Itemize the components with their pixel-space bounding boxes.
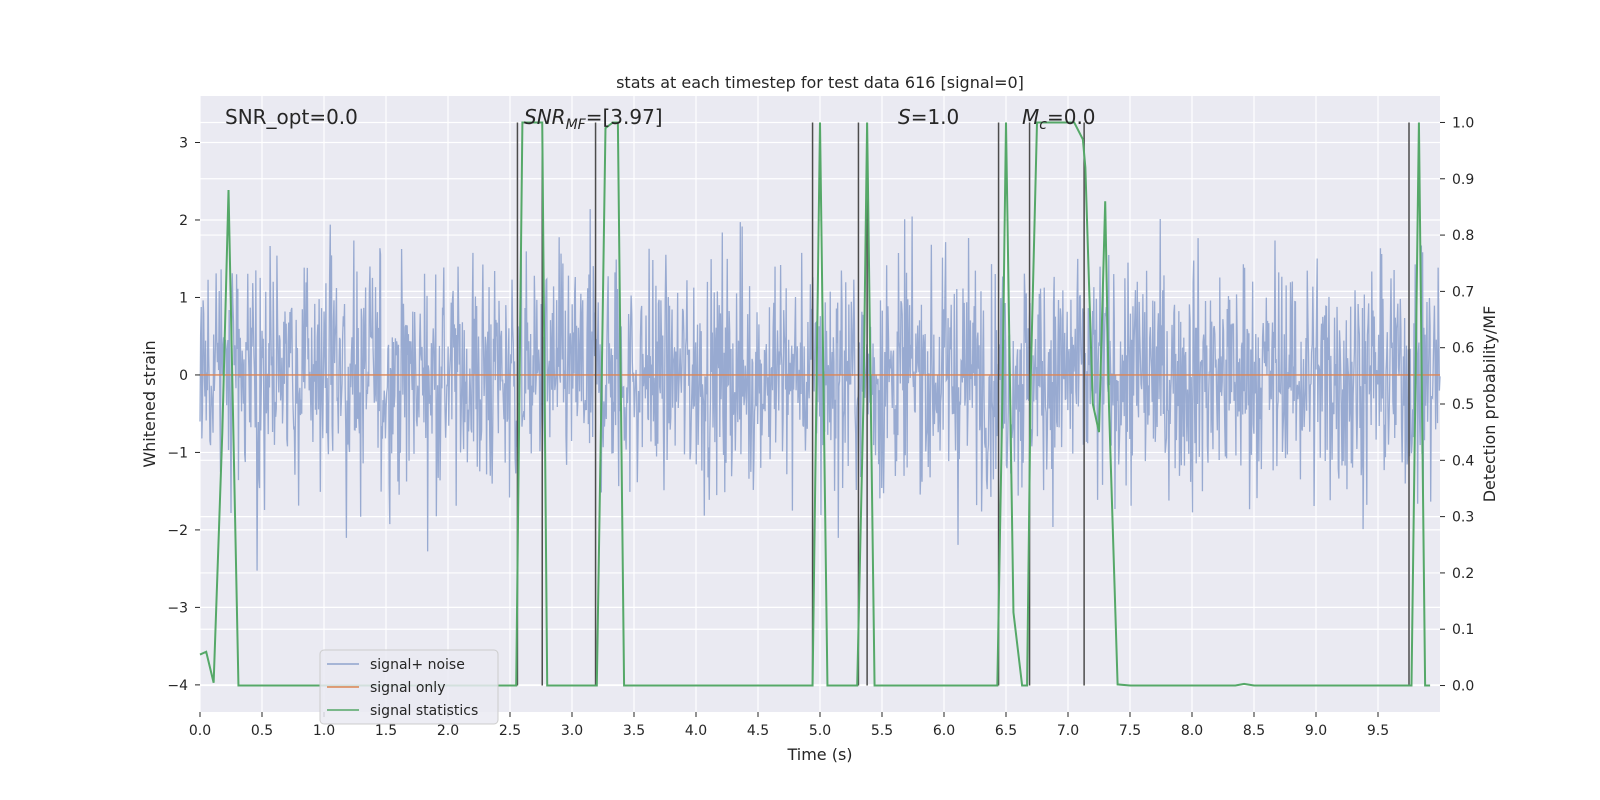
y-right-tick-label-7: 0.7	[1452, 284, 1474, 300]
x-tick-label-15: 7.5	[1119, 723, 1141, 739]
y-left-tick-label-2: −2	[167, 523, 188, 539]
mc-var: M	[1022, 105, 1039, 129]
y-right-tick-label-6: 0.6	[1452, 341, 1474, 357]
y-axis-left-label: Whitened strain	[140, 340, 159, 467]
x-tick-label-7: 3.5	[623, 723, 645, 739]
annotation-mc: Mc=0.0	[1022, 105, 1096, 133]
x-tick-label-4: 2.0	[437, 723, 459, 739]
legend-label-signal-plus-noise: signal+ noise	[370, 657, 465, 673]
y-left-tick-label-0: −4	[167, 678, 188, 694]
x-tick-label-2: 1.0	[313, 723, 335, 739]
mc-value: =0.0	[1047, 105, 1096, 129]
y-right-tick-label-5: 0.5	[1452, 397, 1474, 413]
x-tick-label-14: 7.0	[1057, 723, 1079, 739]
x-tick-label-1: 0.5	[251, 723, 273, 739]
y-axis-left-ticks: −4 −3 −2 −1 0 1 2 3	[167, 135, 200, 694]
y-right-tick-label-8: 0.8	[1452, 228, 1474, 244]
y-right-tick-label-4: 0.4	[1452, 453, 1474, 469]
x-tick-label-10: 5.0	[809, 723, 831, 739]
y-right-tick-label-1: 0.1	[1452, 622, 1474, 638]
x-tick-label-17: 8.5	[1243, 723, 1265, 739]
x-tick-label-16: 8.0	[1181, 723, 1203, 739]
mc-subscript: c	[1039, 117, 1047, 133]
y-right-tick-label-10: 1.0	[1452, 115, 1474, 131]
legend-label-signal-statistics: signal statistics	[370, 703, 478, 719]
x-tick-label-12: 6.0	[933, 723, 955, 739]
y-left-tick-label-3: −1	[167, 445, 188, 461]
series-signal-plus-noise	[199, 209, 1441, 571]
y-right-tick-label-2: 0.2	[1452, 566, 1474, 582]
y-axis-right-ticks: 0.0 0.1 0.2 0.3 0.4 0.5 0.6 0.7 0.8 0.9 1.0	[1440, 115, 1474, 695]
annotation-s: S=1.0	[898, 105, 959, 129]
x-tick-label-8: 4.0	[685, 723, 707, 739]
x-tick-label-5: 2.5	[499, 723, 521, 739]
snr-mf-base: SNR	[524, 105, 566, 129]
x-tick-label-13: 6.5	[995, 723, 1017, 739]
x-tick-label-9: 4.5	[747, 723, 769, 739]
chart-title: stats at each timestep for test data 616…	[616, 73, 1024, 92]
x-tick-label-19: 9.5	[1367, 723, 1389, 739]
noise-line	[199, 209, 1441, 571]
s-var: S	[898, 105, 911, 129]
x-tick-label-18: 9.0	[1305, 723, 1327, 739]
y-left-tick-label-1: −3	[167, 600, 188, 616]
snr-mf-value: =[3.97]	[586, 105, 663, 129]
annotation-snr-opt: SNR_opt=0.0	[225, 105, 358, 129]
legend: signal+ noise signal only signal statist…	[319, 649, 499, 725]
y-left-tick-label-4: 0	[179, 368, 188, 384]
y-right-tick-label-3: 0.3	[1452, 510, 1474, 526]
y-left-tick-label-5: 1	[179, 290, 188, 306]
legend-box	[319, 649, 499, 725]
y-left-tick-label-7: 3	[179, 135, 188, 151]
x-tick-label-6: 3.0	[561, 723, 583, 739]
x-axis-ticks: 0.0 0.5 1.0 1.5 2.0 2.5 3.0 3.5 4.0 4.5 5.0 5.5 6.0 6…	[189, 712, 1389, 739]
y-right-tick-label-9: 0.9	[1452, 172, 1474, 188]
y-left-tick-label-6: 2	[179, 213, 188, 229]
y-axis-right-label: Detection probability/MF	[1480, 306, 1499, 503]
x-tick-label-3: 1.5	[375, 723, 397, 739]
legend-label-signal-only: signal only	[370, 680, 445, 696]
x-tick-label-0: 0.0	[189, 723, 211, 739]
x-axis-label: Time (s)	[786, 745, 852, 764]
annotation-snr-mf: SNRMF=[3.97]	[524, 105, 663, 133]
x-tick-label-11: 5.5	[871, 723, 893, 739]
y-right-tick-label-0: 0.0	[1452, 679, 1474, 695]
s-value: =1.0	[911, 105, 960, 129]
snr-mf-subscript: MF	[566, 117, 587, 133]
